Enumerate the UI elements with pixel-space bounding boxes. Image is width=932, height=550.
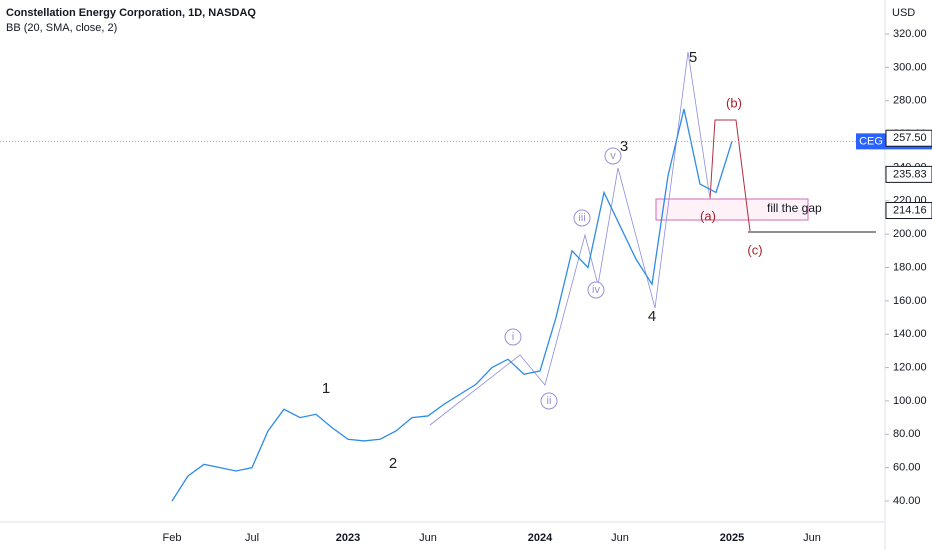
corrective-label: (a) — [700, 208, 716, 223]
chart-title: Constellation Energy Corporation, 1D, NA… — [6, 7, 256, 19]
x-tick-label: Jul — [245, 532, 259, 544]
minor-wave-label: v — [610, 150, 616, 162]
wave-label: 2 — [389, 455, 397, 472]
x-tick-label: Jun — [419, 532, 437, 544]
x-tick-label: Jun — [611, 532, 629, 544]
price-line — [171, 108, 733, 502]
y-tick-label: 100.00 — [893, 395, 927, 407]
chart-subtitle: BB (20, SMA, close, 2) — [6, 22, 117, 34]
last-price-tag — [856, 133, 886, 150]
price-marker-box — [885, 129, 932, 147]
y-tick-label: 180.00 — [893, 261, 927, 273]
corrective-label: (b) — [726, 95, 742, 110]
y-tick-label: 280.00 — [893, 95, 927, 107]
wave-circle — [587, 281, 605, 299]
price-marker-box — [885, 165, 932, 183]
y-tick-label: 140.00 — [893, 328, 927, 340]
y-tick-label: 200.00 — [893, 228, 927, 240]
y-tick-label: 40.00 — [893, 495, 921, 507]
price-marker-box — [885, 202, 932, 220]
minor-wave-label: iii — [578, 212, 585, 224]
minor-wave-label: iv — [592, 284, 600, 296]
currency-label: USD — [892, 7, 915, 19]
wave-label: 1 — [322, 380, 330, 397]
y-tick-label: 300.00 — [893, 61, 927, 73]
x-tick-label: 2024 — [528, 532, 553, 544]
corrective-label: (c) — [747, 242, 762, 257]
wave-circle — [604, 147, 622, 165]
abc-lines — [709, 119, 751, 232]
x-tick-label: 2025 — [720, 532, 744, 544]
y-tick-label: 320.00 — [893, 28, 927, 40]
wave-circle — [573, 209, 591, 227]
price-marker-label: 214.16 — [893, 204, 927, 216]
note: fill the gap — [767, 201, 822, 215]
last-price-name: CEG — [859, 135, 883, 147]
minor-wave-label: ii — [547, 395, 552, 407]
minor-wave-label: i — [512, 331, 514, 343]
y-tick-label: 160.00 — [893, 295, 927, 307]
price-marker-label: 235.83 — [893, 168, 927, 180]
y-tick-label: 80.00 — [893, 428, 921, 440]
wave-lines — [429, 51, 711, 426]
y-tick-label: 60.00 — [893, 462, 921, 474]
price-marker-label: 257.50 — [893, 132, 927, 144]
wave-label: 5 — [689, 49, 697, 66]
x-tick-label: Jun — [803, 532, 821, 544]
wave-circle — [504, 328, 522, 346]
wave-circle — [540, 392, 558, 410]
wave-label: 3 — [620, 138, 628, 155]
x-tick-label: Feb — [163, 532, 182, 544]
wave-label: 4 — [648, 308, 656, 325]
gap-box — [655, 198, 809, 221]
x-tick-label: 2023 — [336, 532, 360, 544]
y-tick-label: 120.00 — [893, 361, 927, 373]
